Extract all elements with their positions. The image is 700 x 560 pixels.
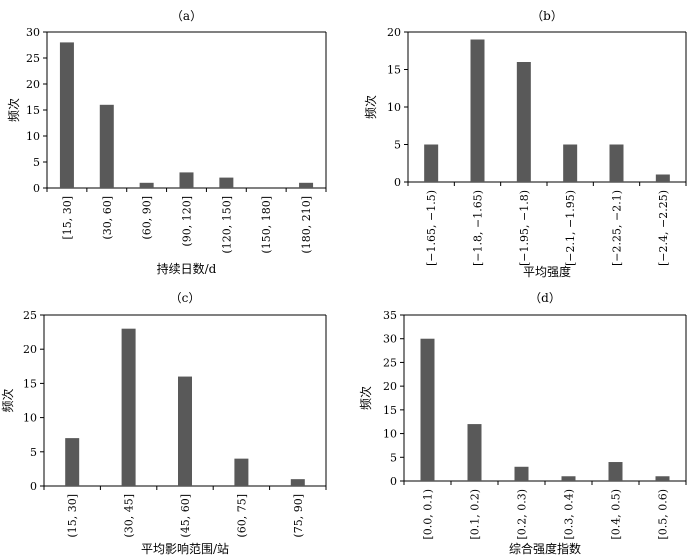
y-axis-label: 频次 xyxy=(1,388,15,412)
y-tick-label: 20 xyxy=(26,78,40,91)
x-axis-label: 持续日数/d xyxy=(157,261,217,276)
x-category-label: (30, 60] xyxy=(101,196,114,240)
y-tick-label: 0 xyxy=(33,182,40,195)
bar-b-2 xyxy=(470,39,485,182)
x-category-label: [−1.65, −1.5) xyxy=(425,190,438,266)
x-category-label: (60, 90] xyxy=(141,196,154,240)
x-category-label: (60, 75] xyxy=(235,494,248,538)
x-category-label: (30, 45] xyxy=(123,494,136,538)
x-category-label: [−2.1, −1.95) xyxy=(564,190,577,266)
y-axis-label: 频次 xyxy=(7,98,21,122)
y-tick-label: 10 xyxy=(23,412,37,425)
y-tick-label: 5 xyxy=(394,139,401,152)
y-tick-label: 15 xyxy=(26,104,40,117)
panel-d: 0 5 10 15 20 25 30 35 [0.0, 0.1) [0.1, 0.2) [0.2, … xyxy=(359,291,687,556)
bar-d-6 xyxy=(655,476,670,481)
y-tick-label: 10 xyxy=(383,428,397,441)
bar-a-4 xyxy=(179,172,194,188)
y-tick-label: 5 xyxy=(33,156,40,169)
y-tick-label: 25 xyxy=(23,309,37,322)
bar-b-6 xyxy=(655,174,670,182)
x-category-label: [−2.4, −2.25) xyxy=(657,190,670,266)
bar-d-5 xyxy=(608,462,623,481)
bar-b-1 xyxy=(424,144,439,182)
x-category-label: [−1.8, −1.65) xyxy=(472,190,485,266)
x-category-label: (75, 90] xyxy=(292,494,305,538)
x-category-label: (15, 30] xyxy=(66,494,79,538)
bar-c-5 xyxy=(290,479,305,486)
x-category-label: [0.2, 0.3) xyxy=(516,489,529,540)
y-tick-label: 35 xyxy=(383,309,397,322)
y-tick-label: 0 xyxy=(394,176,401,189)
x-category-label: [0.3, 0.4) xyxy=(563,489,576,540)
bar-d-1 xyxy=(420,338,435,481)
y-axis-label: 频次 xyxy=(364,95,378,119)
x-category-label: (180, 210] xyxy=(300,196,313,254)
panel-c: 0 5 10 15 20 25 (15, 30] (30, 45] (45, 60] (60, 7… xyxy=(1,291,327,556)
y-tick-label: 10 xyxy=(26,130,40,143)
panel-b: 0 5 10 15 20 [−1.65, −1.5) [−1.8, −1.65) [−1.95… xyxy=(364,9,687,279)
y-tick-label: 20 xyxy=(383,380,397,393)
y-tick-label: 20 xyxy=(23,343,37,356)
bar-a-5 xyxy=(219,177,234,188)
bar-a-3 xyxy=(139,182,154,188)
y-tick-label: 15 xyxy=(23,377,37,390)
y-tick-label: 15 xyxy=(387,64,401,77)
x-category-label: [−1.95, −1.8) xyxy=(518,190,531,266)
x-category-label: [0.0, 0.1) xyxy=(422,489,435,540)
x-category-label: (120, 150] xyxy=(220,196,233,254)
bar-c-3 xyxy=(178,376,192,486)
bar-b-5 xyxy=(609,144,624,182)
y-tick-label: 30 xyxy=(383,333,397,346)
y-tick-label: 5 xyxy=(30,446,37,459)
bar-a-2 xyxy=(99,104,114,188)
panel-title: （b） xyxy=(531,9,563,23)
bar-b-4 xyxy=(563,144,578,182)
y-tick-label: 25 xyxy=(383,356,397,369)
bar-c-4 xyxy=(234,458,249,486)
bar-a-1 xyxy=(59,42,74,189)
x-category-label: [0.4, 0.5) xyxy=(610,489,623,540)
bar-d-3 xyxy=(514,466,529,481)
bar-c-1 xyxy=(65,438,80,486)
y-tick-label: 25 xyxy=(26,52,40,65)
bar-b-3 xyxy=(516,62,531,182)
x-category-label: [15, 30] xyxy=(61,196,74,240)
x-axis-label: 平均强度 xyxy=(523,264,571,279)
y-axis-label: 频次 xyxy=(359,386,373,410)
y-tick-label: 15 xyxy=(383,404,397,417)
x-category-label: (90, 120] xyxy=(181,196,194,247)
y-tick-label: 0 xyxy=(30,480,37,493)
x-category-label: (45, 60] xyxy=(179,494,192,538)
bar-c-2 xyxy=(121,328,136,486)
x-axis-label: 平均影响范围/站 xyxy=(141,541,229,556)
y-tick-label: 0 xyxy=(390,475,397,488)
x-category-label: [0.1, 0.2) xyxy=(469,489,482,540)
bar-a-7 xyxy=(299,182,314,188)
y-tick-label: 30 xyxy=(26,26,40,39)
x-axis-label: 综合强度指数 xyxy=(509,541,581,556)
panel-a: 0 5 10 15 20 25 30 [15, 30] (30, 60] (60, 90] (90,… xyxy=(7,9,327,276)
x-category-label: (150, 180] xyxy=(260,196,273,254)
y-tick-label: 20 xyxy=(387,26,401,39)
panel-title: （a） xyxy=(171,9,202,23)
bar-d-2 xyxy=(467,424,482,481)
x-category-label: [−2.25, −2.1) xyxy=(611,190,624,266)
y-tick-label: 5 xyxy=(390,451,397,464)
panel-title: （c） xyxy=(170,291,201,305)
bar-d-4 xyxy=(561,476,576,481)
y-tick-label: 10 xyxy=(387,101,401,114)
panel-title: （d） xyxy=(529,291,561,305)
x-category-label: [0.5, 0.6) xyxy=(657,489,670,540)
